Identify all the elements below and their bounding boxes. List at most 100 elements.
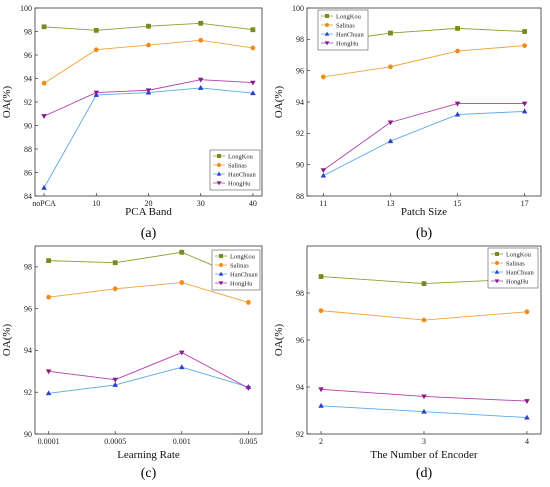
y-tick-label: 90 <box>24 430 32 439</box>
data-point-salinas <box>421 317 427 323</box>
y-tick-label: 96 <box>24 51 32 60</box>
y-tick-label: 96 <box>24 304 32 313</box>
y-tick-label: 98 <box>24 27 32 36</box>
y-tick-label: 96 <box>296 66 304 75</box>
x-tick-label: 20 <box>145 199 153 208</box>
x-tick-label: 2 <box>319 437 323 446</box>
legend-label-hanchuan: HanChuan <box>230 271 259 278</box>
legend-marker <box>325 14 329 18</box>
data-point-honghu <box>521 101 528 107</box>
panel-caption: (a) <box>141 226 157 241</box>
y-axis-label: OA(%) <box>273 85 285 118</box>
legend-label-salinas: Salinas <box>336 22 355 29</box>
legend-label-honghu: HongHu <box>506 278 529 285</box>
data-point-honghu <box>524 399 530 404</box>
data-point-salinas <box>46 294 52 300</box>
x-tick-label: 10 <box>92 199 100 208</box>
y-tick-label: 94 <box>24 346 32 355</box>
data-point-hanchuan <box>521 108 528 114</box>
data-point-honghu <box>145 88 152 94</box>
panel-caption: (b) <box>416 226 433 241</box>
x-tick-label: 0.0001 <box>38 437 60 446</box>
legend-label-longkou: LongKou <box>336 13 362 20</box>
data-point-longkou <box>41 24 47 30</box>
data-point-longkou <box>388 30 393 36</box>
x-tick-label: 4 <box>525 437 529 446</box>
data-point-salinas <box>455 48 460 54</box>
x-tick-label: 13 <box>386 199 394 208</box>
data-point-longkou <box>421 281 427 286</box>
y-tick-label: 98 <box>296 35 304 44</box>
chart-panel-4: 92 94 96 98 2 3 4 The Number of Encoder OA(%) (d)… <box>273 245 542 481</box>
data-point-salinas <box>522 43 528 48</box>
y-tick-label: 90 <box>296 160 304 169</box>
x-tick-label: 0.005 <box>239 437 257 446</box>
series-line-honghu <box>48 352 249 389</box>
data-point-longkou <box>93 27 99 33</box>
x-tick-label: 11 <box>320 199 328 208</box>
legend-label-honghu: HongHu <box>228 180 251 187</box>
legend: LongKou Salinas HanChuan HongHu <box>487 247 539 289</box>
data-point-honghu <box>112 377 118 383</box>
data-point-honghu <box>45 369 52 375</box>
x-tick-label: 0.001 <box>173 437 191 446</box>
legend-marker <box>218 271 224 276</box>
data-point-longkou <box>179 249 185 255</box>
legend-marker <box>217 154 221 158</box>
data-point-salinas <box>388 64 393 70</box>
data-point-hanchuan <box>524 414 530 420</box>
y-axis-label: OA(%) <box>1 85 13 118</box>
data-point-salinas <box>179 280 185 285</box>
legend-marker <box>217 163 221 167</box>
data-point-salinas <box>93 47 99 53</box>
y-tick-label: 88 <box>296 192 304 201</box>
data-point-hanchuan <box>250 90 256 96</box>
legend: LongKou Salinas HanChuan HongHu <box>209 149 261 191</box>
y-tick-label: 92 <box>24 98 32 107</box>
y-tick-label: 92 <box>24 388 32 397</box>
data-point-honghu <box>454 101 461 107</box>
data-point-salinas <box>320 74 326 80</box>
legend-label-salinas: Salinas <box>506 260 525 267</box>
x-tick-label: noPCA <box>32 199 56 208</box>
legend-marker <box>216 181 222 186</box>
legend-label-hanchuan: HanChuan <box>506 269 535 276</box>
data-point-honghu <box>179 350 185 356</box>
x-tick-label: 40 <box>249 199 257 208</box>
x-tick-label: 3 <box>422 437 426 446</box>
legend: LongKou Salinas HanChuan HongHu <box>211 249 261 291</box>
x-tick-label: 30 <box>197 199 205 208</box>
legend-label-longkou: LongKou <box>506 251 532 258</box>
data-point-honghu <box>421 394 427 400</box>
legend-marker <box>494 269 500 274</box>
legend-marker <box>495 261 499 265</box>
data-point-honghu <box>387 120 394 126</box>
y-tick-label: 92 <box>296 129 304 138</box>
legend-marker <box>494 279 500 284</box>
data-point-honghu <box>41 114 47 119</box>
data-point-honghu <box>318 387 324 393</box>
panel-caption: (c) <box>141 466 157 481</box>
y-tick-label: 84 <box>24 192 32 201</box>
data-point-hanchuan <box>387 138 394 144</box>
series-line-salinas <box>323 45 525 78</box>
x-axis-label: Patch Size <box>401 206 447 218</box>
chart-panel-1: 84 86 88 90 92 94 96 98 100 noPCA 10 20 30 40 PCA Band… <box>1 4 263 241</box>
legend-label-longkou: LongKou <box>230 253 256 260</box>
legend-label-salinas: Salinas <box>228 162 247 169</box>
data-point-hanchuan <box>179 364 185 370</box>
data-point-longkou <box>455 25 460 31</box>
y-tick-label: 90 <box>24 121 32 130</box>
legend-label-hanchuan: HanChuan <box>336 31 365 38</box>
legend-label-longkou: LongKou <box>228 153 254 160</box>
data-point-longkou <box>146 23 151 29</box>
data-point-hanchuan <box>421 408 427 414</box>
y-tick-label: 100 <box>292 4 304 13</box>
y-axis-label: OA(%) <box>1 323 13 356</box>
data-point-salinas <box>41 80 47 86</box>
data-point-longkou <box>318 274 324 279</box>
y-tick-label: 92 <box>296 430 304 439</box>
data-point-hanchuan <box>320 172 327 178</box>
series-line-salinas <box>48 282 249 303</box>
